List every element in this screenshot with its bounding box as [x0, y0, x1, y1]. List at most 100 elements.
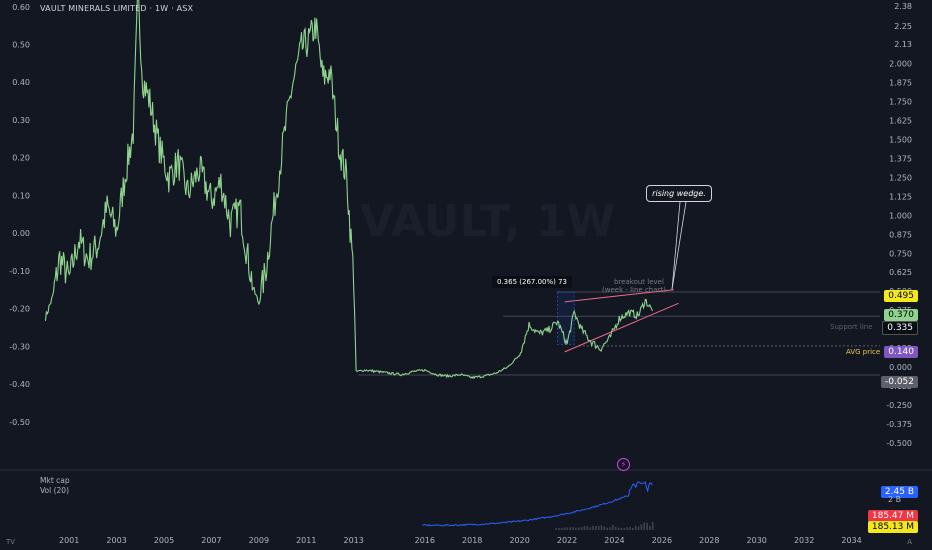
left-axis-tick: 0.20: [12, 154, 30, 163]
volume-bar: [637, 526, 640, 530]
breakout-level-label: breakout level: [614, 278, 664, 286]
right-axis-tick: 1.250: [889, 173, 912, 182]
right-axis-tick: 2.13: [894, 40, 912, 49]
watermark: VAULT, 1W: [360, 196, 616, 247]
volume-badge-1: 185.47 M: [867, 510, 918, 522]
chart-title: VAULT MINERALS LIMITED · 1W · ASX: [40, 4, 194, 13]
x-axis-tick: 2016: [415, 536, 435, 545]
left-axis-tick: -0.30: [9, 342, 30, 351]
right-axis-tick: -0.250: [886, 401, 912, 410]
x-axis-tick: 2026: [652, 536, 672, 545]
mktcap-axis-label: 2 B: [888, 495, 902, 504]
right-axis-tick: 2.000: [889, 60, 912, 69]
mktcap-label: Mkt cap: [40, 476, 70, 485]
volume-bar: [651, 522, 654, 530]
x-axis-tick: 2032: [794, 536, 814, 545]
x-axis-tick: 2007: [201, 536, 221, 545]
volume-bar: [629, 526, 631, 530]
right-axis-tick: 1.125: [889, 192, 912, 201]
volume-bar: [586, 526, 589, 530]
auto-scale-icon[interactable]: A: [907, 538, 912, 546]
avg-price-badge: 0.140: [884, 346, 918, 358]
left-axis-tick: 0.10: [12, 191, 30, 200]
volume-bar: [597, 526, 600, 530]
callout-pointer-1: [671, 201, 681, 290]
x-axis-tick: 2020: [509, 536, 529, 545]
volume-bar: [569, 527, 572, 530]
x-axis-tick: 2018: [462, 536, 482, 545]
left-axis-tick: 0.30: [12, 116, 30, 125]
right-axis-tick: 1.625: [889, 117, 912, 126]
volume-bar: [626, 527, 628, 530]
left-axis-tick: -0.40: [9, 380, 30, 389]
x-axis-tick: 2024: [604, 536, 624, 545]
x-axis-tick: 2005: [154, 536, 174, 545]
logo-icon: TV: [6, 538, 16, 546]
right-axis-tick: 0.875: [889, 230, 912, 239]
price-series-line: [44, 0, 653, 380]
support-line-label: Support line: [830, 323, 873, 331]
breakout-badge: 0.495: [884, 290, 918, 302]
avg-price-label: AVG price: [846, 348, 881, 356]
wedge-upper-line: [564, 289, 674, 303]
low-level-badge: -0.052: [880, 376, 918, 388]
volume-bar: [580, 527, 583, 530]
rising-wedge-callout: rising wedge.: [646, 185, 712, 202]
volume-bar: [620, 527, 623, 530]
right-axis-tick: 1.750: [889, 98, 912, 107]
right-axis-tick: 1.000: [889, 211, 912, 220]
right-axis-tick: -0.500: [886, 439, 912, 448]
volume-label: Vol (20): [40, 486, 70, 495]
volume-bar: [566, 527, 569, 530]
volume-bar: [563, 527, 566, 530]
right-axis-tick: 2.25: [894, 22, 912, 31]
support-badge: 0.335: [882, 321, 918, 335]
mktcap-badge: 2.45 B: [880, 486, 918, 498]
volume-bar: [575, 527, 577, 530]
left-axis-tick: -0.50: [9, 418, 30, 427]
x-axis-tick: 2003: [106, 536, 126, 545]
event-flag-icon[interactable]: ⚡: [617, 458, 630, 471]
breakout-level-sub: (week - line chart): [602, 286, 666, 294]
right-axis-tick: 0.750: [889, 249, 912, 258]
volume-bar: [592, 525, 594, 530]
volume-bar: [600, 525, 603, 530]
x-axis-tick: 2013: [344, 536, 364, 545]
volume-bar: [560, 527, 563, 530]
right-axis-tick: 0.625: [889, 268, 912, 277]
volume-bar: [643, 522, 645, 530]
right-axis-tick: 1.375: [889, 154, 912, 163]
volume-bar: [572, 526, 574, 530]
volume-bar: [646, 522, 648, 530]
volume-bar: [589, 527, 591, 530]
x-axis-tick: 2001: [59, 536, 79, 545]
volume-bar: [603, 526, 606, 530]
volume-bar: [612, 524, 614, 530]
volume-bar: [577, 527, 580, 530]
volume-badge-2: 185.13 M: [867, 521, 918, 533]
left-axis-tick: 0.60: [12, 3, 30, 12]
right-axis-tick: 0.000: [889, 363, 912, 372]
volume-bar: [558, 527, 560, 530]
volume-bar: [649, 526, 651, 530]
right-axis-tick: 1.875: [889, 79, 912, 88]
x-axis-tick: 2028: [699, 536, 719, 545]
volume-bar: [606, 527, 609, 530]
x-axis-tick: 2030: [747, 536, 767, 545]
volume-bar: [595, 526, 597, 530]
volume-bar: [632, 527, 634, 530]
x-axis-tick: 2011: [296, 536, 316, 545]
wedge-lower-line: [564, 302, 679, 353]
right-axis-tick: 2.38: [894, 2, 912, 11]
callout-pointer-2: [671, 201, 687, 290]
left-axis-tick: -0.20: [9, 305, 30, 314]
right-axis-tick: -0.375: [886, 420, 912, 429]
volume-bar: [623, 527, 626, 530]
volume-bar: [617, 527, 620, 530]
price-badge: 0.370: [884, 309, 918, 321]
mktcap-line: [422, 481, 653, 527]
volume-bar: [609, 527, 611, 530]
volume-bar: [583, 526, 586, 530]
left-axis-tick: -0.10: [9, 267, 30, 276]
